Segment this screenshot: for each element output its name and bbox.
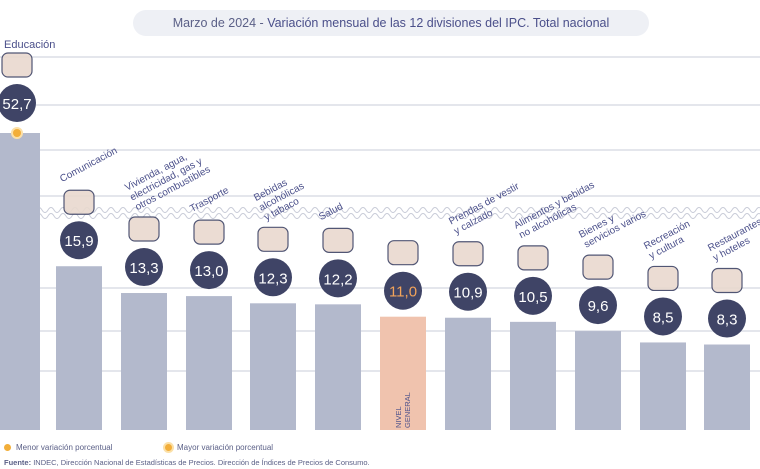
bar-group: 12,2 Salud <box>315 201 361 430</box>
value-badge <box>125 248 163 287</box>
health-cross-icon-shape <box>322 227 354 253</box>
value-badge <box>644 297 682 336</box>
recreation-icon <box>647 265 679 292</box>
bar-group: 52,7 Educación <box>0 39 55 430</box>
bar-chart: 52,7Educación15,9Comunicación13,3Viviend… <box>0 39 760 430</box>
value-badge <box>254 258 292 297</box>
max-marker <box>11 127 23 139</box>
phone-icon-shape <box>63 189 95 215</box>
value-label: 8,5 <box>653 309 674 326</box>
comb-scissors-icon <box>582 254 614 280</box>
value-badge <box>449 272 487 311</box>
bar <box>56 266 102 430</box>
category-label-line: Comunicación <box>58 145 119 184</box>
category-label-line: GENERAL <box>403 392 412 428</box>
value-label: 12,2 <box>323 271 352 288</box>
house-utilities-icon-shape <box>128 216 160 242</box>
value-label: 11,0 <box>389 284 417 301</box>
book-icon-shape <box>1 52 33 78</box>
bar <box>380 316 426 430</box>
bar <box>0 133 40 430</box>
bar-group: 8,5 Recreacióny cultura <box>640 219 697 430</box>
value-badge <box>0 84 36 122</box>
legend-max-label: Mayor variación porcentual <box>177 443 274 452</box>
category-label: Recreacióny cultura <box>642 219 697 262</box>
health-cross-icon <box>322 227 354 253</box>
axis-break-line <box>0 213 760 219</box>
book-icon <box>1 52 33 78</box>
value-badge <box>319 259 357 298</box>
bar <box>640 342 686 430</box>
restaurant-icon <box>711 267 743 294</box>
recreation-icon-shape <box>647 265 679 292</box>
chart-title: Marzo de 2024 - Variación mensual de las… <box>133 10 649 36</box>
category-label: Bienes yservicios varios <box>577 199 648 251</box>
category-label: Salud <box>317 201 345 223</box>
bar-group: 12,3 Bebidasalcohólicasy tabaco <box>250 171 311 430</box>
value-label: 10,9 <box>453 285 482 302</box>
bar <box>510 321 556 430</box>
value-badge <box>579 286 617 325</box>
axis-break-line <box>0 207 760 213</box>
comb-scissors-icon-shape <box>582 254 614 280</box>
category-label: Comunicación <box>58 145 119 184</box>
legend-max-dot <box>165 444 172 451</box>
bar <box>121 293 167 430</box>
category-label: NIVELGENERAL <box>394 392 412 428</box>
value-label: 12,3 <box>258 270 287 287</box>
drinks-icon <box>257 226 289 252</box>
value-badge <box>190 251 228 290</box>
value-label: 8,3 <box>717 312 738 329</box>
legend-min-dot <box>4 444 11 451</box>
category-label: Restaurantesy hoteles <box>706 217 760 264</box>
bar <box>445 317 491 430</box>
legend-min-label: Menor variación porcentual <box>16 443 113 452</box>
source-note: Fuente: INDEC, Dirección Nacional de Est… <box>4 458 370 467</box>
phone-icon <box>63 189 95 215</box>
bus-icon <box>193 219 225 245</box>
tshirt-icon <box>452 241 484 267</box>
value-badge <box>708 299 746 338</box>
legend-max: Mayor variación porcentual <box>165 443 273 452</box>
tshirt-icon-shape <box>452 241 484 267</box>
title-text: Variación mensual de las 12 divisiones d… <box>267 16 610 30</box>
title-date: Marzo de 2024 <box>172 16 257 30</box>
category-label: Bebidasalcohólicasy tabaco <box>252 171 311 223</box>
bar-group: 9,6 Bienes yservicios varios <box>575 199 648 430</box>
bus-icon-shape <box>193 219 225 245</box>
bar <box>315 304 361 430</box>
legend-min: Menor variación porcentual <box>4 443 113 452</box>
value-badge <box>384 271 422 310</box>
house-utilities-icon <box>128 216 160 242</box>
restaurant-icon-shape <box>711 267 743 294</box>
bar <box>250 303 296 430</box>
bar <box>186 296 232 430</box>
drinks-icon-shape <box>257 226 289 252</box>
value-label: 15,9 <box>64 233 93 250</box>
food-icon <box>517 245 549 271</box>
title-separator: - <box>256 16 268 30</box>
value-label: 13,0 <box>194 263 223 280</box>
food-icon-shape <box>517 245 549 271</box>
category-label: Educación <box>4 39 55 51</box>
bar-group: 8,3 Restaurantesy hoteles <box>704 217 760 430</box>
category-label-line: NIVEL <box>394 406 403 428</box>
bar <box>704 344 750 430</box>
source-text: INDEC, Dirección Nacional de Estadística… <box>33 458 370 467</box>
shopping-basket-icon-shape <box>387 240 419 266</box>
value-badge <box>514 276 552 315</box>
shopping-basket-icon <box>387 240 419 266</box>
value-label: 9,6 <box>588 298 609 315</box>
value-label: 10,5 <box>518 289 547 306</box>
source-label: Fuente: <box>4 458 32 467</box>
category-label-line: Salud <box>317 201 345 223</box>
value-label: 13,3 <box>129 260 158 277</box>
value-label: 52,7 <box>2 96 31 113</box>
value-badge <box>60 221 98 260</box>
bar-group: 11,0 NIVELGENERAL <box>380 240 426 430</box>
bar <box>575 331 621 430</box>
